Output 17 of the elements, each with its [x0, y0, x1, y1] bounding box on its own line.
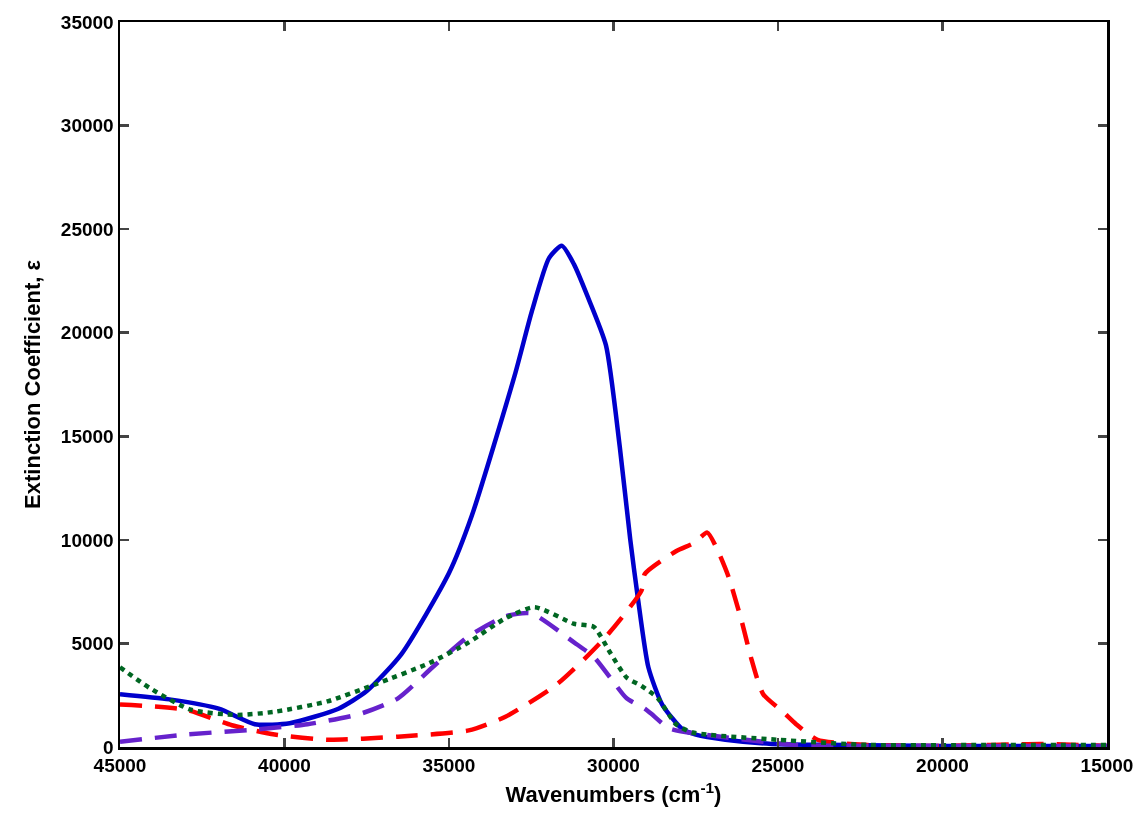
- x-axis-title: Wavenumbers (cm$^{-1}$): [505, 779, 722, 808]
- y-tick-label: 10000: [60, 529, 114, 551]
- y-axis-title: Extinction Coefficient, ε: [20, 259, 46, 509]
- y-tick-label: 35000: [60, 11, 114, 33]
- x-tick-label: 15000: [1080, 755, 1134, 777]
- y-tick-label: 20000: [60, 322, 114, 344]
- y-tick-label: 15000: [60, 425, 114, 447]
- y-tick-label: 25000: [60, 218, 114, 240]
- x-tick-label: 45000: [93, 755, 147, 777]
- y-tick-label: 5000: [71, 633, 114, 655]
- x-tick-label: 20000: [916, 755, 969, 777]
- x-tick-label: 40000: [258, 755, 311, 777]
- y-tick-label: 30000: [60, 115, 114, 137]
- y-tick-label: 0: [103, 736, 114, 758]
- x-tick-label: 30000: [587, 755, 640, 777]
- x-tick-label: 35000: [422, 755, 476, 777]
- x-tick-label: 25000: [751, 755, 805, 777]
